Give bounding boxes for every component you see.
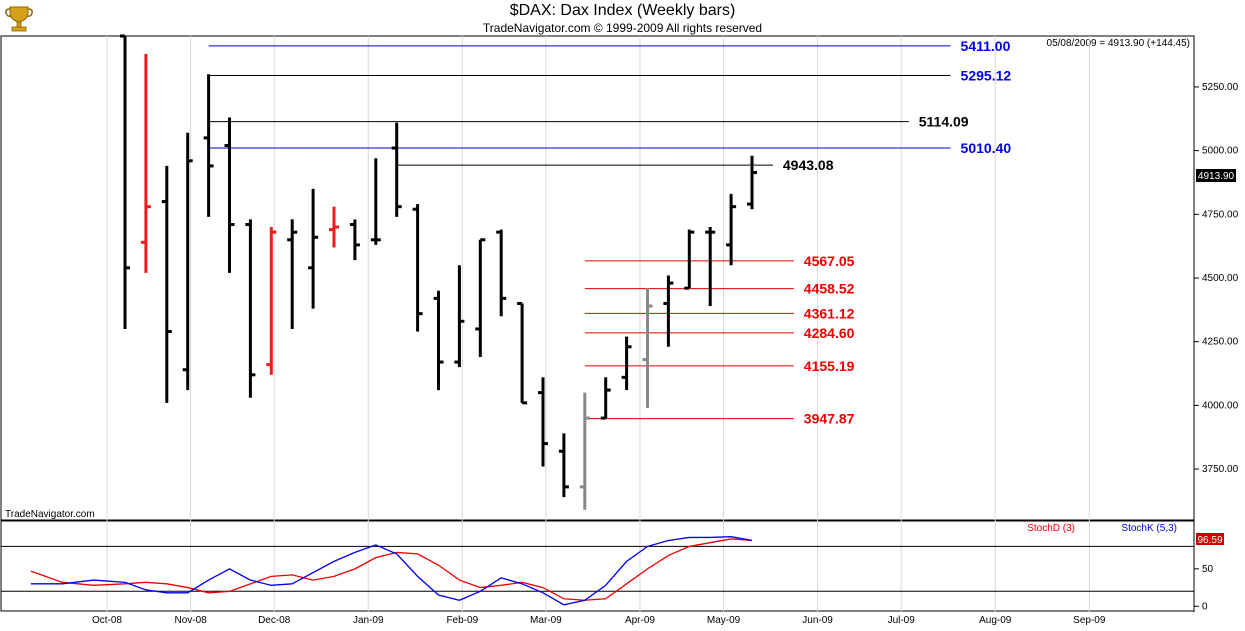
- level-label: 5295.12: [961, 67, 1012, 83]
- ohlc-bar: [120, 34, 130, 329]
- ohlc-bar: [370, 158, 381, 245]
- ohlc-bar: [329, 206, 339, 248]
- ohlc-bar: [726, 193, 737, 266]
- stoch-y-tick-label: 0: [1202, 601, 1208, 612]
- price-axis: 3750.00 4000.00 4250.00 4500.00 4750.00 5000.…: [1194, 82, 1239, 475]
- level-label: 4284.60: [804, 325, 855, 341]
- level-label: 3947.87: [804, 411, 855, 427]
- last-price-label: 4913.90: [1198, 171, 1235, 182]
- y-tick-label: 4000.00: [1202, 400, 1239, 411]
- y-tick-label: 5250.00: [1202, 82, 1239, 93]
- ohlc-bar: [705, 227, 716, 307]
- x-tick-label: Nov-08: [174, 615, 207, 626]
- y-tick-label: 4250.00: [1202, 337, 1239, 348]
- y-tick-label: 5000.00: [1202, 146, 1239, 157]
- x-tick-label: Mar-09: [530, 615, 562, 626]
- ohlc-bar: [579, 392, 590, 510]
- ohlc-bar: [349, 219, 360, 261]
- x-tick-label: May-09: [707, 615, 741, 626]
- ohlc-bar: [517, 301, 528, 405]
- chart-subtitle: TradeNavigator.com © 1999-2009 All right…: [482, 21, 763, 35]
- ohlc-bar: [663, 275, 674, 347]
- legend-stochk: StochK (5,3): [1121, 523, 1177, 534]
- ohlc-bar: [642, 288, 653, 408]
- x-tick-label: Jul-09: [888, 615, 916, 626]
- ohlc-bar: [140, 53, 151, 273]
- x-tick-label: Oct-08: [92, 615, 122, 626]
- ohlc-bar: [224, 117, 235, 273]
- watermark-text: TradeNavigator.com: [5, 509, 95, 520]
- x-tick-label: Apr-09: [625, 615, 655, 626]
- x-tick-label: Feb-09: [446, 615, 478, 626]
- ohlc-bar: [747, 155, 757, 210]
- legend-stochd: StochD (3): [1027, 523, 1075, 534]
- ohlc-bar: [266, 227, 277, 375]
- level-label: 5411.00: [961, 38, 1011, 54]
- level-label: 5114.09: [919, 114, 969, 130]
- x-tick-label: Aug-09: [979, 615, 1012, 626]
- ohlc-bar: [433, 290, 444, 391]
- stoch-last-marker: [1196, 533, 1224, 545]
- ohlc-bar: [684, 229, 695, 290]
- last-quote-text: 05/08/2009 = 4913.90 (+144.45): [1047, 38, 1190, 49]
- level-label: 4155.19: [804, 358, 855, 374]
- x-grid: [106, 36, 1090, 612]
- ohlc-bar: [412, 204, 423, 332]
- ohlc-bar: [600, 377, 611, 420]
- ohlc-bar: [538, 377, 548, 467]
- ohlc-bar: [454, 265, 465, 368]
- ohlc-bar: [203, 74, 214, 217]
- y-tick-label: 4750.00: [1202, 209, 1239, 220]
- ohlc-bar: [475, 238, 486, 357]
- chart-title: $DAX: Dax Index (Weekly bars): [509, 2, 736, 19]
- level-label: 4458.52: [804, 281, 855, 297]
- last-price-marker: [1196, 169, 1236, 182]
- price-bars: [120, 34, 757, 510]
- level-label: 5010.40: [961, 140, 1012, 156]
- ohlc-bar: [308, 188, 319, 309]
- x-tick-label: Dec-08: [258, 615, 291, 626]
- ohlc-bar: [496, 229, 507, 317]
- stoch-series-line: [30, 538, 753, 601]
- price-levels: 5411.00 5295.12 5114.09 5010.40 4943.08 4567.…: [208, 38, 1012, 427]
- stoch-y-tick-label: 50: [1202, 564, 1214, 575]
- ohlc-bar: [558, 433, 569, 498]
- ohlc-bar: [182, 132, 193, 391]
- stoch-last-label: 96.59: [1197, 535, 1222, 546]
- ohlc-bar: [287, 219, 298, 329]
- price-panel-frame: [0, 35, 1195, 521]
- ohlc-bar: [161, 165, 172, 403]
- level-label: 4567.05: [804, 253, 855, 269]
- y-tick-label: 3750.00: [1202, 464, 1239, 475]
- level-label: 4361.12: [804, 305, 855, 321]
- stoch-series-line: [30, 536, 753, 606]
- x-tick-label: Sep-09: [1073, 615, 1106, 626]
- ohlc-bar: [621, 336, 632, 391]
- x-tick-label: Jan-09: [353, 615, 384, 626]
- stochastic-panel: 0 50: [1, 536, 1214, 612]
- y-tick-label: 4500.00: [1202, 273, 1239, 284]
- x-axis: Oct-08 Nov-08 Dec-08 Jan-09 Feb-09 Mar-09 Apr-…: [92, 615, 1106, 626]
- trophy-logo-icon: [4, 3, 34, 33]
- ohlc-bar: [391, 122, 402, 217]
- stochastic-panel-frame: [0, 520, 1195, 612]
- level-label: 4943.08: [783, 157, 834, 173]
- x-tick-label: Jun-09: [802, 615, 833, 626]
- ohlc-bar: [245, 219, 256, 398]
